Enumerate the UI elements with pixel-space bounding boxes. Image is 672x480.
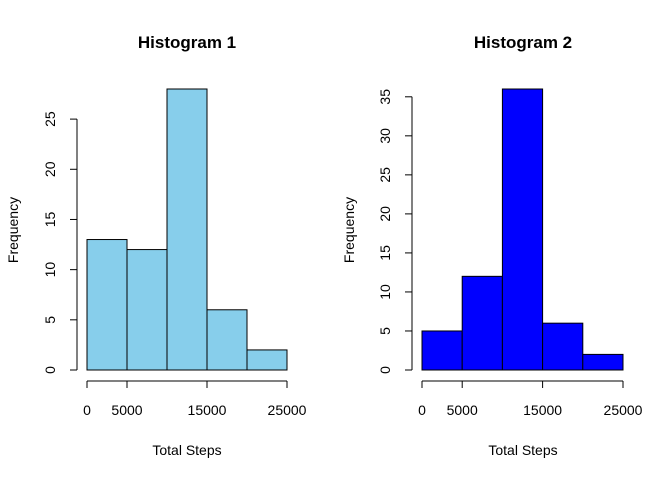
histogram-2-y-tick-label: 15 bbox=[377, 245, 393, 261]
histogram-1-y-tick-label: 25 bbox=[42, 111, 58, 127]
histogram-2-y-tick-label: 25 bbox=[377, 167, 393, 183]
histogram-1-x-tick-label: 5000 bbox=[111, 402, 142, 418]
histogram-1-y-tick-label: 15 bbox=[42, 211, 58, 227]
histogram-1-bar-5 bbox=[246, 349, 288, 371]
histogram-2-y-tick-label: 5 bbox=[377, 327, 393, 335]
histogram-2-bar-1 bbox=[421, 330, 463, 371]
histogram-2-bar-2 bbox=[461, 275, 503, 371]
histogram-2-y-tick-label: 20 bbox=[377, 206, 393, 222]
histogram-1-x-tick-label: 15000 bbox=[188, 402, 227, 418]
histogram-1-bar-2 bbox=[126, 249, 168, 371]
histogram-1-xlabel: Total Steps bbox=[152, 442, 221, 458]
histogram-1-x-tick-label: 0 bbox=[83, 402, 91, 418]
histogram-1-x-tick-label: 25000 bbox=[268, 402, 307, 418]
histogram-2-bar-4 bbox=[542, 322, 584, 371]
histogram-1-y-tick-label: 5 bbox=[42, 316, 58, 324]
histogram-1-y-tick-label: 20 bbox=[42, 161, 58, 177]
histogram-2-y-tick-label: 35 bbox=[377, 89, 393, 105]
histogram-1-ylabel: Frequency bbox=[5, 197, 21, 263]
histogram-2-y-tick-label: 0 bbox=[377, 366, 393, 374]
histogram-2-title: Histogram 2 bbox=[474, 33, 572, 52]
histogram-2-ylabel: Frequency bbox=[341, 197, 357, 263]
histogram-2-x-axis: 0 5000 15000 25000 bbox=[418, 380, 643, 418]
histogram-1-bar-3 bbox=[166, 88, 208, 371]
histogram-1-y-axis: 0 5 10 15 20 25 bbox=[42, 111, 78, 374]
histogram-2-bar-3 bbox=[501, 88, 544, 371]
histogram-2-x-tick-label: 0 bbox=[418, 402, 426, 418]
histogram-2-x-tick-label: 5000 bbox=[447, 402, 478, 418]
histogram-2-x-tick-label: 15000 bbox=[523, 402, 562, 418]
histogram-1-x-axis: 0 5000 15000 25000 bbox=[83, 380, 307, 418]
histogram-2-y-tick-label: 10 bbox=[377, 284, 393, 300]
histogram-2-bars bbox=[421, 88, 624, 371]
histogram-1-bar-4 bbox=[206, 309, 248, 371]
histogram-1-panel: Histogram 1 Total Steps Frequency 0 5 10 15… bbox=[5, 33, 307, 458]
histogram-1-bars bbox=[86, 88, 288, 371]
histogram-2-x-tick-label: 25000 bbox=[604, 402, 643, 418]
histogram-1-bar-1 bbox=[86, 239, 128, 371]
histogram-2-bar-5 bbox=[582, 353, 624, 371]
histogram-2-y-axis: 0 5 10 15 20 25 30 35 bbox=[377, 89, 413, 374]
histogram-2-xlabel: Total Steps bbox=[488, 442, 557, 458]
histogram-1-title: Histogram 1 bbox=[138, 33, 236, 52]
histogram-2-y-tick-label: 30 bbox=[377, 128, 393, 144]
histogram-2-panel: Histogram 2 Total Steps Frequency 0 5 10 15… bbox=[341, 33, 643, 458]
histogram-1-y-tick-label: 10 bbox=[42, 262, 58, 278]
histogram-1-y-tick-label: 0 bbox=[42, 366, 58, 374]
